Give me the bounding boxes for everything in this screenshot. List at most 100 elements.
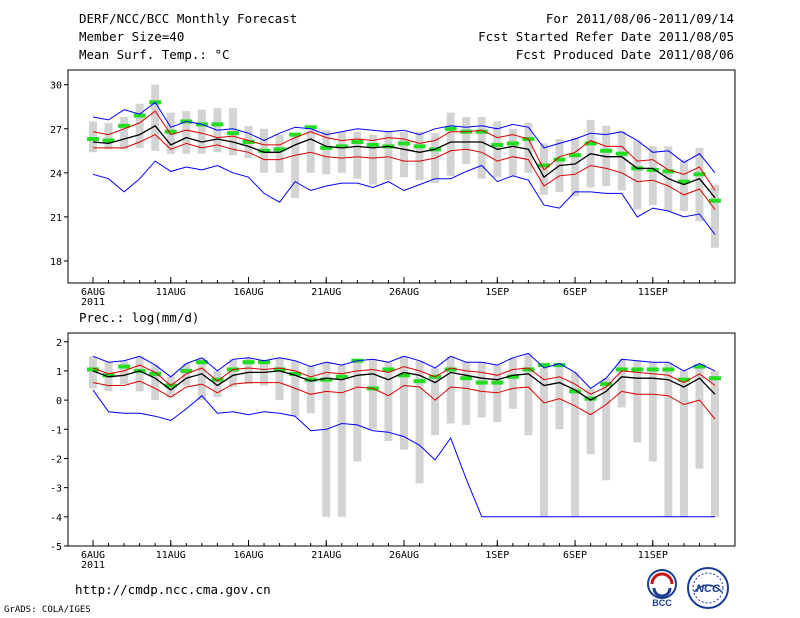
temperature-median-mark [351,139,364,144]
precipitation-ytick-label: 1 [56,367,62,378]
precipitation-median-mark [646,367,659,372]
temperature-median-mark [87,137,99,142]
precipitation-min-line [92,389,715,518]
temperature-median-mark [273,147,286,152]
temperature-median-mark [584,141,597,146]
variable-label: Mean Surf. Temp.: °C [79,47,230,62]
precipitation-median-mark [180,368,193,373]
temperature-range-bar [602,125,611,187]
bcc-logo-text: BCC [652,598,672,608]
precipitation-range-bar [182,363,191,386]
precipitation-range-bar [493,365,502,422]
temperature-median-mark [491,142,504,147]
precipitation-median-mark [304,377,317,382]
fcst-started-date: Fcst Started Refer Date 2011/08/05 [478,29,734,44]
temperature-median-mark [118,123,131,128]
ncc-logo: NCC [684,566,732,614]
precipitation-upper-line [92,364,716,395]
temperature-max-line [92,101,716,174]
temperature-range-bar [306,130,315,173]
temperature-range-bar [182,111,191,154]
temperature-ytick-label: 24 [50,169,62,180]
temperature-median-mark [615,151,628,156]
precipitation-ytick-label: 0 [56,396,62,407]
temperature-xtick-label: 6SEP [563,287,587,298]
precipitation-range-bar [228,359,237,387]
precipitation-range-bar [586,388,595,455]
precipitation-lower-line [92,380,716,420]
temperature-median-mark [709,198,721,203]
temperature-median-mark [304,125,317,130]
temperature-median-mark [366,142,379,147]
temperature-range-bar [135,103,144,148]
member-size-label: Member Size=40 [79,29,185,44]
precipitation-range-bar [400,356,408,450]
temperature-range-bar [633,140,642,210]
precipitation-range-bar [89,356,97,389]
temperature-ytick-label: 21 [50,213,62,224]
forecast-period: For 2011/08/06-2011/09/14 [545,11,734,26]
temperature-median-mark [693,172,706,177]
temperature-range-bar [151,84,160,151]
temperature-median-mark [553,157,566,162]
precipitation-xtick-label: 16AUG [233,550,263,561]
temperature-median-mark [211,122,224,127]
precipitation-median-mark [273,367,286,372]
temperature-median-mark [320,145,333,150]
temperature-xtick-label: 21AUG [311,287,341,298]
precipitation-median-mark [584,396,597,401]
precipitation-median-mark [677,377,690,382]
precipitation-range-bar [571,372,580,517]
temperature-range-bar [337,131,346,173]
precipitation-ytick-label: 2 [56,338,62,349]
precipitation-range-bar [633,360,642,443]
precipitation-median-mark [320,377,333,382]
precip-variable-label: Prec.: log(mm/d) [79,310,200,325]
precipitation-range-bar [322,362,331,517]
precipitation-range-bar [462,362,471,425]
temperature-range-bar [89,121,97,153]
precipitation-range-bar [306,366,315,414]
temperature-range-bar [415,131,424,181]
temperature-min-line [92,160,716,235]
precipitation-median-mark [662,367,675,372]
temperature-range-bar [617,131,626,191]
precipitation-ytick-label: -2 [50,454,62,465]
precipitation-xtick-label: 6SEP [563,550,587,561]
temperature-range-bar [275,134,284,173]
precipitation-median-mark [615,367,628,372]
temperature-ytick-label: 30 [50,81,62,92]
precipitation-xtick-label: 11SEP [638,550,668,561]
temperature-median-mark [537,163,550,168]
temperature-xtick-label: 16AUG [233,287,263,298]
temperature-year-label: 2011 [81,297,105,308]
temperature-xtick-label: 1SEP [485,287,509,298]
precipitation-median-mark [118,364,131,369]
temperature-range-bar [695,147,704,222]
ncc-logo-text: NCC [696,583,721,595]
temperature-range-bar [120,117,129,150]
temperature-frame [67,69,736,284]
precipitation-range-bar [197,357,206,401]
temperature-median-mark [335,144,348,149]
precipitation-range-bar [508,357,517,409]
temperature-median-mark [475,129,488,134]
precipitation-mean-line [92,370,716,401]
footer-url[interactable]: http://cmdp.ncc.cma.gov.cn [75,582,271,597]
precipitation-range-bar [431,368,440,436]
precipitation-median-mark [398,373,410,378]
temperature-ytick-label: 18 [50,257,62,268]
precipitation-range-bar [602,378,611,481]
precipitation-median-mark [475,380,488,385]
precipitation-range-bar [135,356,144,392]
temperature-range-bar [571,137,580,197]
temperature-range-bar [322,130,331,175]
grads-credit: GrADS: COLA/IGES [4,605,91,615]
temperature-range-bar [197,109,206,154]
fcst-produced-date: Fcst Produced Date 2011/08/06 [515,47,734,62]
precipitation-median-mark [522,367,535,372]
temperature-median-mark [444,126,457,131]
precipitation-median-mark [413,379,426,384]
chart-title: DERF/NCC/BCC Monthly Forecast [79,11,298,26]
